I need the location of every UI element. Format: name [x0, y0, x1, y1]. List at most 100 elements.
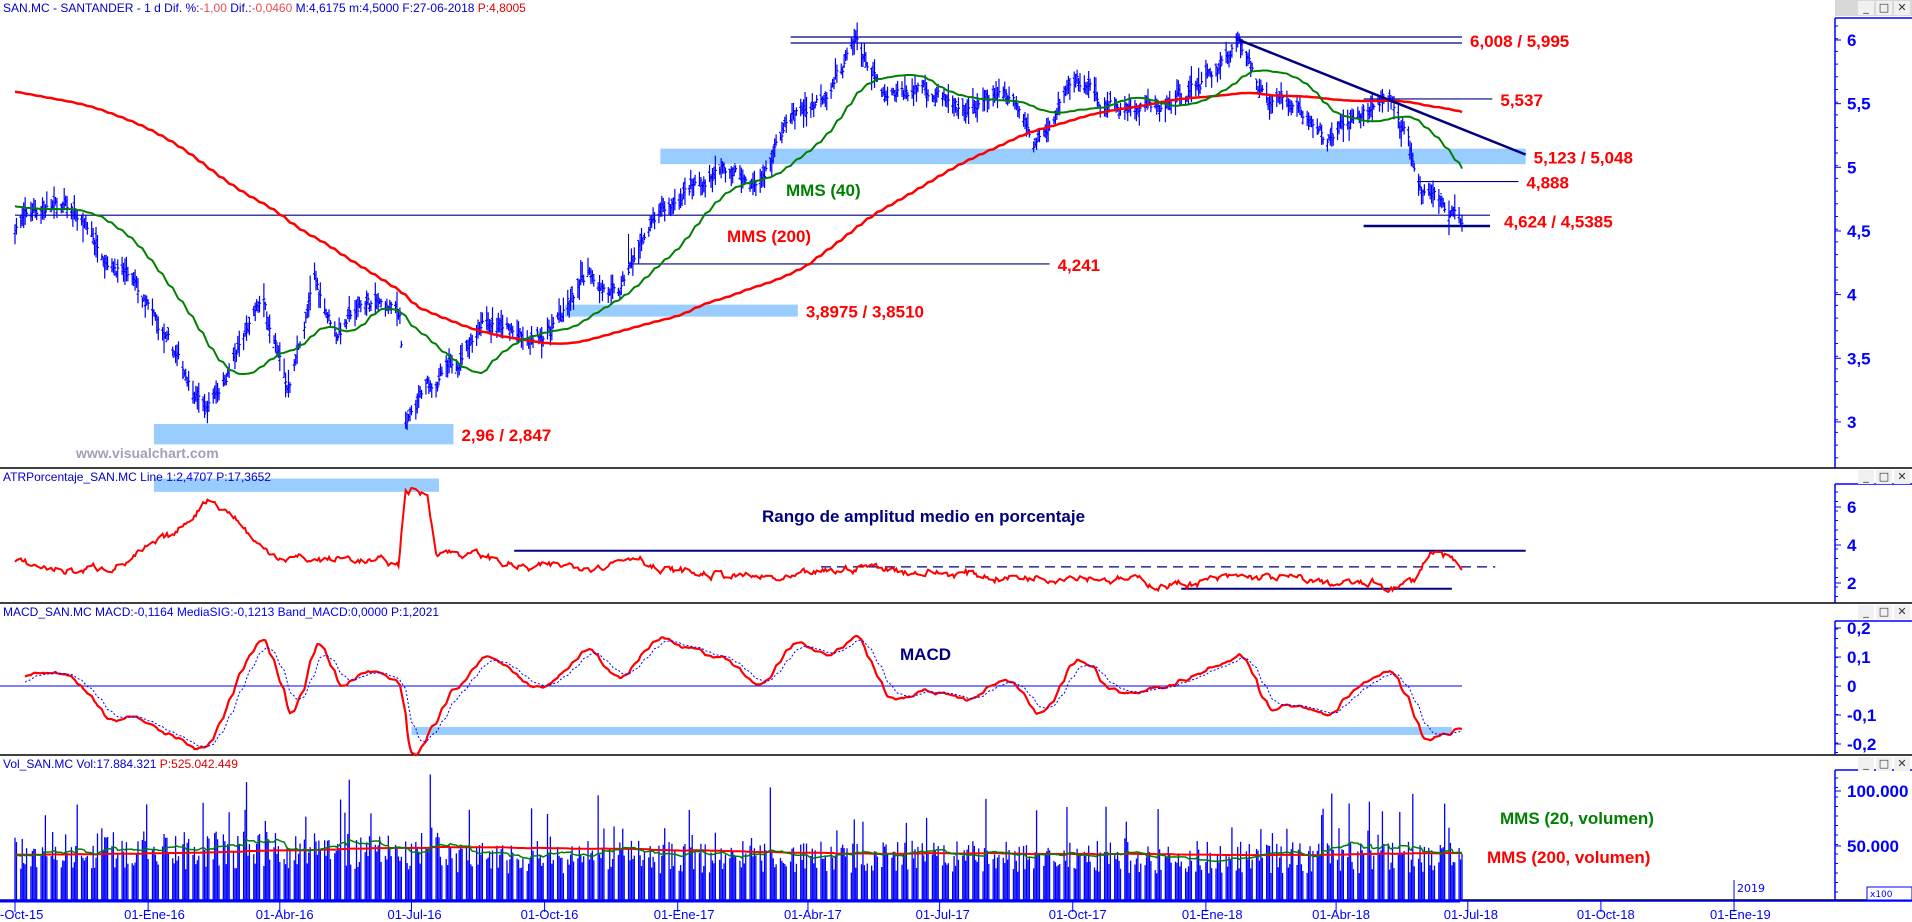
price-bar: [1068, 78, 1072, 100]
price-bar: [409, 405, 413, 416]
price-bar: [1331, 134, 1335, 146]
x-tick-label: 01-Ene-17: [654, 907, 715, 922]
price-bar: [369, 300, 373, 312]
price-bar: [954, 98, 958, 113]
price-pane-header: SAN.MC - SANTANDER - 1 d Dif. %:-1,00 Di…: [3, 1, 526, 15]
date-value: 27-06-2018: [413, 1, 475, 15]
dif-pct-label: Dif. %:: [164, 1, 200, 15]
price-bar: [1321, 136, 1325, 145]
x-tick-label: 01-Ene-19: [1710, 907, 1771, 922]
level-label: 5,537: [1500, 91, 1543, 110]
mms40-line: [14, 69, 1463, 375]
level-label: 6,008 / 5,995: [1470, 32, 1569, 51]
atr-line-label: Line 1:: [140, 470, 177, 484]
minimize-button[interactable]: _: [1858, 1, 1874, 15]
x-tick-label: 01-Jul-16: [387, 907, 441, 922]
price-bar: [642, 232, 646, 241]
price-bar: [69, 203, 73, 220]
dif-value: -0,0460: [251, 1, 293, 15]
price-bar: [845, 47, 849, 61]
level-label: 5,123 / 5,048: [1534, 148, 1633, 167]
price-bar: [405, 412, 409, 430]
price-bar: [1078, 73, 1082, 92]
close-button[interactable]: ✕: [1894, 1, 1910, 15]
price-bar: [946, 84, 950, 114]
price-bar: [1032, 141, 1036, 153]
x-tick-label: 01-Oct-18: [1577, 907, 1635, 922]
price-bar: [710, 167, 714, 193]
price-bar: [207, 392, 211, 412]
price-bar: [835, 64, 839, 83]
close-button[interactable]: ✕: [1894, 757, 1910, 771]
price-bar: [1095, 91, 1099, 107]
price-bar: [1311, 118, 1315, 138]
atr-y-tick-label: 4: [1847, 536, 1857, 555]
dif-label: Dif.:: [230, 1, 252, 15]
min-label: m:: [349, 1, 363, 15]
support-band: [660, 148, 1526, 165]
price-bar: [1026, 113, 1030, 135]
price-bar: [1291, 101, 1295, 114]
price-bar: [1402, 121, 1406, 135]
x-tick-label: 01-Jul-18: [1444, 907, 1498, 922]
price-bar: [197, 382, 201, 413]
price-bar: [126, 266, 130, 282]
max-value: 4,6175: [308, 1, 346, 15]
maximize-button[interactable]: □: [1876, 605, 1892, 619]
minimize-button[interactable]: _: [1858, 605, 1874, 619]
vol-mms200-label: MMS (200, volumen): [1487, 848, 1650, 867]
price-bar: [842, 54, 846, 68]
price-bar: [1412, 162, 1416, 172]
price-bar: [896, 80, 900, 98]
price-bar: [268, 314, 272, 344]
date-label: F:: [402, 1, 414, 15]
price-bar: [722, 162, 726, 174]
macd-y-tick-label: -0,2: [1847, 735, 1876, 754]
macd-highlight-band: [411, 726, 1452, 735]
price-bar: [25, 207, 29, 218]
macd-y-tick-label: 0,1: [1847, 648, 1871, 667]
vol-multiplier-box: [1866, 886, 1912, 901]
maximize-button[interactable]: □: [1876, 757, 1892, 771]
minimize-button[interactable]: _: [1858, 470, 1874, 484]
x-tick-label: 01-Abr-18: [1312, 907, 1370, 922]
price-bar: [906, 91, 910, 102]
level-label: 3,8975 / 3,8510: [806, 303, 924, 322]
price-bar: [865, 62, 869, 71]
price-bar: [460, 342, 464, 365]
price-bar: [258, 295, 262, 313]
macd-line: [24, 634, 1463, 757]
close-button[interactable]: ✕: [1894, 605, 1910, 619]
atr-name: ATRPorcentaje_SAN.MC: [3, 470, 137, 484]
vol-multiplier-label: x100: [1870, 890, 1893, 900]
volume-bars: [14, 774, 1463, 901]
price-bar: [1035, 137, 1039, 150]
maximize-button[interactable]: □: [1876, 1, 1892, 15]
vol-mms20-line: [14, 838, 1463, 863]
watermark: www.visualchart.com: [75, 445, 219, 461]
price-bar: [349, 310, 353, 320]
close-button[interactable]: ✕: [1894, 470, 1910, 484]
minimize-button[interactable]: _: [1858, 757, 1874, 771]
price-y-tick-label: 3,5: [1847, 349, 1871, 368]
vol-pane-window-buttons: _ □ ✕: [1858, 757, 1910, 771]
price-bar: [315, 277, 319, 290]
price-bar: [723, 168, 727, 183]
macd-label: MACD:: [95, 605, 134, 619]
price-bar: [956, 97, 960, 120]
atr-title: Rango de amplitud medio en porcentaje: [762, 507, 1085, 526]
signal-label: MediaSIG:: [176, 605, 234, 619]
price-bar: [1418, 176, 1422, 191]
price-bar: [14, 217, 18, 235]
price-y-tick-label: 5: [1847, 158, 1856, 177]
price-bar: [763, 166, 767, 189]
price-bar: [106, 256, 110, 271]
downtrend-line: [1238, 38, 1527, 156]
price-bar: [805, 96, 809, 127]
price-bar: [1301, 110, 1305, 125]
price-bar: [926, 89, 930, 102]
maximize-button[interactable]: □: [1876, 470, 1892, 484]
atr-line: [14, 486, 1463, 594]
price-bar: [687, 184, 691, 196]
